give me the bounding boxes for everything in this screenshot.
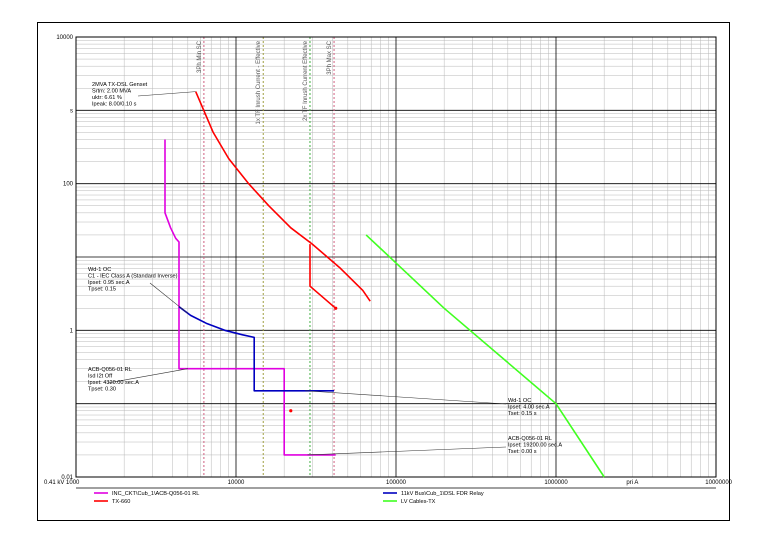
reference-lines: 3Ph Min SC 1x TF Inrush Current - Effecti…: [197, 37, 335, 477]
annotation-text: Ipset: 4.00 sec.A: [508, 405, 550, 411]
x-tick-label: 100000: [386, 480, 407, 486]
annotation-text: Tpset: 0.30: [88, 387, 116, 393]
x-tick-label: 1000000: [544, 480, 568, 486]
y-tick-label: s: [70, 108, 73, 114]
annotation-text: ACB-Q056-01 RL: [508, 436, 552, 442]
reference-line-label: 3Ph Min SC: [197, 40, 203, 73]
series-line: [309, 244, 337, 309]
annotation-text: Wd-1 OC: [88, 267, 111, 273]
chart-frame: [37, 22, 730, 521]
series-line: [365, 234, 605, 478]
plot-area-border: [75, 36, 717, 478]
x-tick-label: 10000: [228, 480, 245, 486]
series-line: [178, 306, 334, 392]
annotation-leader: [307, 446, 507, 456]
annotation-text: Ipset: 0.95 sec.A: [88, 280, 130, 286]
y-tick-label: 100: [63, 182, 74, 188]
annotation-text: 2MVA TX-DSL Genset: [92, 82, 148, 88]
annotation-leader: [149, 282, 189, 314]
annotation-text: Srtm: 2.00 MVA: [92, 89, 131, 95]
annotation-text: Tpset: 0.15: [88, 287, 116, 293]
annotation-text: uktr: 6.61 %: [92, 95, 122, 101]
tick-labels: 0.41 kV 1000 10000 100000 1000000 pri A 10000…: [44, 35, 733, 486]
series-line: [194, 91, 371, 302]
legend-item-label: 11kV Bus\Cub_1\DSL FDR Relay: [401, 491, 484, 497]
reference-line-label: 1x TF Inrush Current - Effective: [256, 40, 262, 124]
major-grid: [75, 37, 716, 478]
annotation-leader: [137, 91, 196, 97]
annotation-text: Wd-1 OC: [508, 398, 531, 404]
y-tick-label: 10000: [56, 35, 73, 41]
x-tick-label: 0.41 kV 1000: [44, 480, 80, 486]
legend-item-label: LV Cables-TX: [401, 499, 436, 505]
annotation-text: Tset: 0.15 s: [508, 411, 537, 417]
annotation-leader: [107, 368, 188, 384]
annotation-text: Ipeak: 8.00/0.10 s: [92, 102, 137, 108]
annotation-text: Ipset: 4320.00 sec.A: [88, 380, 139, 386]
legend-item-label: INC_CKT\Cub_1\ACB-Q056-01 RL: [112, 491, 199, 497]
annotation-text: Isd I2t Off: [88, 374, 113, 380]
series-group: [164, 91, 605, 478]
reference-line-label: 2x TF Inrush Current Effective: [303, 40, 309, 120]
annotation-leader: [304, 390, 507, 405]
y-tick-label: 0.01: [61, 475, 73, 481]
annotation-text: C1 - IEC Class A (Standard Inverse): [88, 274, 178, 280]
reference-line-label: 3Ph Max SC: [327, 40, 333, 74]
legend: INC_CKT\Cub_1\ACB-Q056-01 RL TX-660 11kV B…: [94, 491, 484, 505]
x-tick-label: pri A: [626, 480, 638, 486]
series-line: [164, 139, 336, 456]
annotation-text: Tset: 0.00 s: [508, 449, 537, 455]
annotation-text: Ipset: 19200.00 sec.A: [508, 443, 562, 449]
legend-item-label: TX-660: [112, 499, 130, 505]
series-marker: [289, 409, 293, 413]
x-tick-label: 10000000: [705, 480, 732, 486]
annotation-text: ACB-Q056-01 RL: [88, 367, 132, 373]
series-marker: [334, 306, 338, 310]
y-tick-label: 1: [70, 328, 74, 334]
